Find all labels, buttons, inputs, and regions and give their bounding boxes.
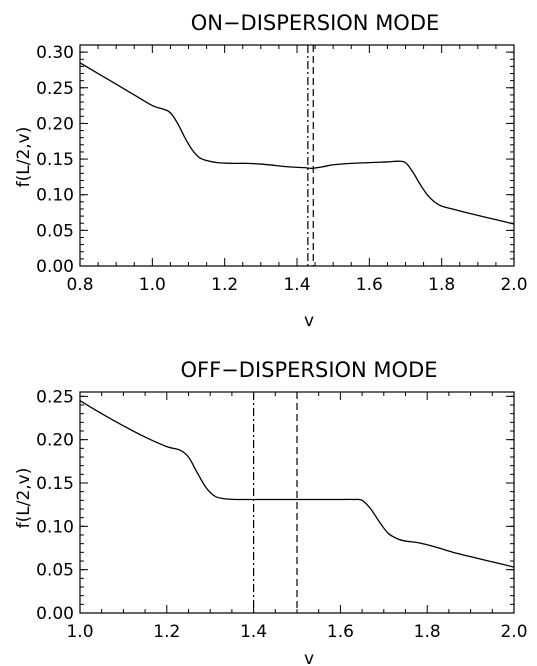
- x-tick-label: 1.2: [153, 622, 180, 642]
- reference-lines: [307, 45, 314, 266]
- x-tick-label: 2.0: [500, 622, 527, 642]
- y-tick-label: 0.30: [36, 43, 74, 63]
- y-tick-label: 0.10: [36, 186, 74, 206]
- series-line-group: [79, 62, 515, 225]
- y-tick-label: 0.25: [36, 79, 74, 99]
- x-tick-label: 1.8: [414, 622, 441, 642]
- x-tick-label: 1.6: [327, 622, 354, 642]
- y-tick-label: 0.25: [36, 387, 74, 407]
- ticks: 1.0 1.2 1.4 1.6 1.8 2.0 0.00 0.05 0.10 0.15 0.20 0.…: [36, 387, 527, 642]
- y-axis-label: f(L/2,v): [14, 127, 34, 188]
- x-tick-label: 1.4: [240, 622, 267, 642]
- plot-frame: [79, 44, 515, 267]
- x-axis-label: v: [304, 649, 314, 666]
- series-line-group: [79, 400, 515, 568]
- x-tick-label: 1.2: [211, 275, 238, 295]
- reference-lines: [253, 392, 298, 613]
- series-line: [79, 400, 515, 568]
- y-tick-label: 0.00: [36, 604, 74, 624]
- y-tick-label: 0.05: [36, 221, 74, 241]
- x-tick-label: 1.0: [66, 622, 93, 642]
- x-tick-label: 0.8: [66, 275, 93, 295]
- y-tick-label: 0.15: [36, 150, 74, 170]
- panel-title: OFF−DISPERSION MODE: [180, 358, 437, 382]
- ticks: 0.8 1.0 1.2 1.4 1.6 1.8 2.0 0.00 0.05 0.10 0.15 0.2…: [36, 43, 527, 295]
- y-tick-label: 0.15: [36, 474, 74, 494]
- panel-title: ON−DISPERSION MODE: [191, 11, 440, 35]
- series-line: [79, 62, 515, 225]
- x-tick-label: 2.0: [500, 275, 527, 295]
- y-tick-label: 0.20: [36, 431, 74, 451]
- y-axis-label: f(L/2,v): [14, 468, 34, 529]
- x-tick-label: 1.0: [139, 275, 166, 295]
- x-tick-label: 1.4: [283, 275, 310, 295]
- on-dispersion-panel: ON−DISPERSION MODE v f(L/2,v) 0.8 1.0 1.2 1…: [14, 11, 528, 331]
- off-dispersion-panel: OFF−DISPERSION MODE v f(L/2,v) 1.0 1.2 1.4…: [14, 358, 528, 666]
- x-tick-label: 1.6: [356, 275, 383, 295]
- y-tick-label: 0.10: [36, 517, 74, 537]
- y-tick-label: 0.20: [36, 114, 74, 134]
- x-tick-label: 1.8: [428, 275, 455, 295]
- y-tick-label: 0.00: [36, 257, 74, 277]
- y-tick-label: 0.05: [36, 561, 74, 581]
- x-axis-label: v: [304, 311, 314, 331]
